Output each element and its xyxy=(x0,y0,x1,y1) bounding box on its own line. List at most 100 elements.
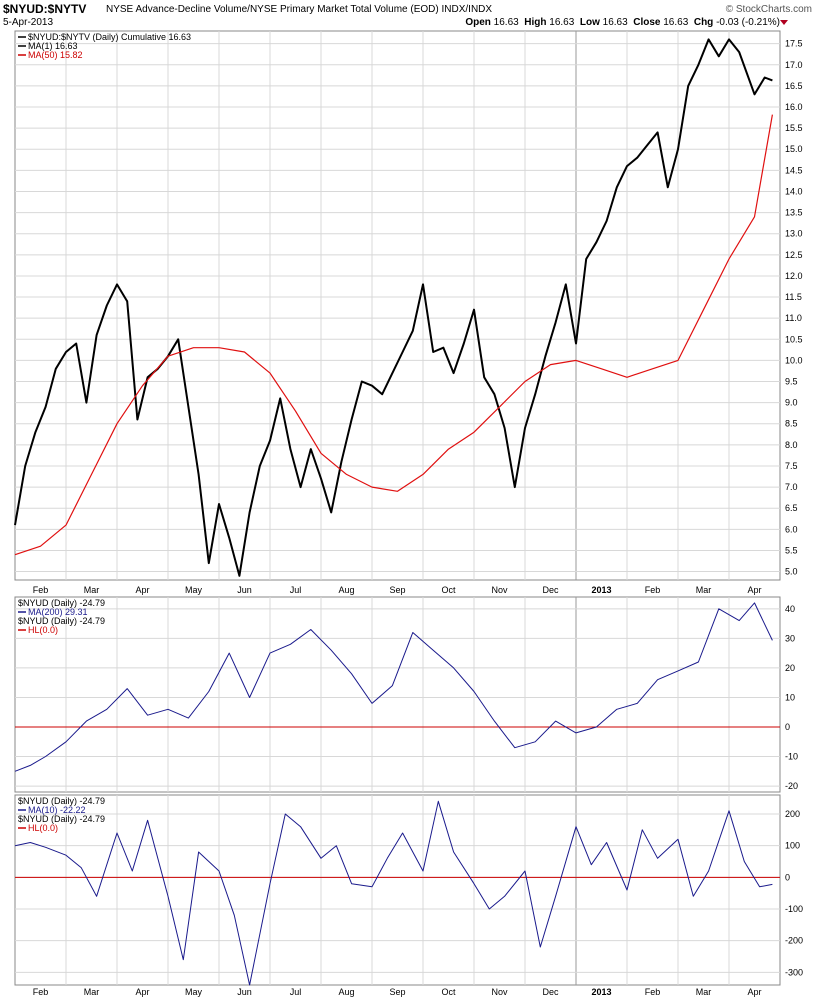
y-tick-label: 9.0 xyxy=(785,398,798,408)
panel-MA10: -300 -200 -100 0 100 200 $NYUD (Daily) -24.79M… xyxy=(14,794,803,986)
high-value: 16.63 xyxy=(549,17,575,28)
y-tick-label: 13.0 xyxy=(785,229,803,239)
stockcharts-brand[interactable]: © StockCharts.com xyxy=(726,4,812,15)
low-value: 16.63 xyxy=(602,17,628,28)
y-tick-label: 7.5 xyxy=(785,461,798,471)
y-tick-label: 17.0 xyxy=(785,60,803,70)
legend-entry: HL(0.0) xyxy=(28,823,58,833)
x-tick-label: Jul xyxy=(290,987,302,997)
chg-down-icon xyxy=(780,20,788,25)
y-tick-label: 11.5 xyxy=(785,292,802,302)
x-tick-label: Oct xyxy=(441,585,456,595)
x-tick-label: 2013 xyxy=(591,987,611,997)
y-tick-label: 40 xyxy=(785,604,795,614)
y-tick-label: 8.5 xyxy=(785,419,798,429)
y-tick-label: 15.5 xyxy=(785,123,803,133)
x-tick-label: Aug xyxy=(338,987,354,997)
y-tick-label: 200 xyxy=(785,809,800,819)
close-label: Close xyxy=(633,17,661,28)
y-tick-label: -20 xyxy=(785,781,798,791)
y-tick-label: -300 xyxy=(785,967,803,977)
x-tick-label: Feb xyxy=(33,585,49,595)
legend-entry: $NYUD:$NYTV (Daily) Cumulative 16.63 xyxy=(28,32,191,42)
x-tick-label: May xyxy=(185,987,203,997)
y-tick-label: -10 xyxy=(785,752,798,762)
x-tick-label: Mar xyxy=(696,987,712,997)
x-tick-label: Apr xyxy=(747,585,761,595)
y-tick-label: 6.5 xyxy=(785,503,798,513)
x-tick-label: May xyxy=(185,585,203,595)
y-tick-label: 5.0 xyxy=(785,567,798,577)
x-tick-label: Nov xyxy=(491,585,508,595)
y-tick-label: 8.0 xyxy=(785,440,798,450)
legend-entry: $NYUD (Daily) -24.79 xyxy=(18,814,105,824)
x-tick-label: Jun xyxy=(237,585,252,595)
plot-area xyxy=(14,794,781,986)
x-tick-label: Apr xyxy=(135,987,149,997)
y-tick-label: 6.0 xyxy=(785,524,798,534)
brand-text: © StockCharts.com xyxy=(725,4,812,15)
close-value: 16.63 xyxy=(663,17,689,28)
symbol-description: NYSE Advance-Decline Volume/NYSE Primary… xyxy=(106,4,493,15)
legend-entry: MA(1) 16.63 xyxy=(28,41,78,51)
x-axis-labels-main: Feb Mar Apr May Jun Jul Aug Sep Oct Nov Dec 2013 Feb… xyxy=(33,585,762,595)
y-tick-label: -100 xyxy=(785,904,803,914)
y-tick-label: 0 xyxy=(785,722,790,732)
x-tick-label: Jul xyxy=(290,585,302,595)
ohlc-readout: Open 16.63 High 16.63 Low 16.63 Close 16… xyxy=(465,17,780,28)
chart-header: $NYUD:$NYTV NYSE Advance-Decline Volume/… xyxy=(0,0,820,18)
series-line-primary xyxy=(14,602,773,772)
x-tick-label: Dec xyxy=(542,585,559,595)
x-tick-label: Sep xyxy=(389,987,405,997)
x-tick-label: Jun xyxy=(237,987,252,997)
x-tick-label: Nov xyxy=(491,987,508,997)
y-tick-label: 10.0 xyxy=(785,355,803,365)
chart-date: 5-Apr-2013 xyxy=(3,17,54,28)
chart-subheader: 5-Apr-2013 Open 16.63 High 16.63 Low 16.… xyxy=(0,17,820,29)
panel-MA200: -20 -10 0 10 20 30 40 $NYUD (Daily) -24.79MA(20… xyxy=(14,596,798,793)
x-tick-label: Feb xyxy=(33,987,49,997)
y-tick-label: 7.0 xyxy=(785,482,798,492)
y-tick-label: 14.0 xyxy=(785,186,803,196)
symbol-title: $NYUD:$NYTV xyxy=(3,2,87,16)
high-label: High xyxy=(524,17,547,28)
legend-entry: $NYUD (Daily) -24.79 xyxy=(18,616,105,626)
x-tick-label: Oct xyxy=(441,987,456,997)
legend-entry: HL(0.0) xyxy=(28,625,58,635)
legend-entry: MA(50) 15.82 xyxy=(28,50,83,60)
legend-entry: MA(200) 29.31 xyxy=(28,607,88,617)
open-value: 16.63 xyxy=(493,17,519,28)
y-tick-label: 9.5 xyxy=(785,377,798,387)
y-tick-label: 11.0 xyxy=(785,313,802,323)
y-tick-label: -200 xyxy=(785,936,803,946)
x-tick-label: Apr xyxy=(135,585,149,595)
x-tick-label: Apr xyxy=(747,987,761,997)
y-tick-label: 13.5 xyxy=(785,208,803,218)
x-tick-label: Dec xyxy=(542,987,559,997)
legend-entry: $NYUD (Daily) -24.79 xyxy=(18,796,105,806)
legend-entry: $NYUD (Daily) -24.79 xyxy=(18,598,105,608)
y-tick-label: 100 xyxy=(785,841,800,851)
y-tick-label: 15.0 xyxy=(785,144,803,154)
y-tick-label: 5.5 xyxy=(785,545,798,555)
y-tick-label: 20 xyxy=(785,663,795,673)
plot-area xyxy=(14,30,781,581)
chg-label: Chg xyxy=(693,17,714,28)
series-line-primary xyxy=(14,800,773,986)
x-tick-label: Feb xyxy=(645,987,661,997)
y-tick-label: 10.5 xyxy=(785,334,803,344)
x-tick-label: Sep xyxy=(389,585,405,595)
series-line-primary xyxy=(14,38,773,577)
y-tick-label: 12.0 xyxy=(785,271,803,281)
panel-cumulative: 5.0 5.5 6.0 6.5 7.0 7.5 8.0 8.5 9.0 9.5 10.0 10.5 11… xyxy=(14,30,803,581)
x-tick-label: Feb xyxy=(645,585,661,595)
x-tick-label: Mar xyxy=(696,585,712,595)
y-tick-label: 30 xyxy=(785,633,795,643)
x-tick-label: 2013 xyxy=(591,585,611,595)
y-tick-label: 14.5 xyxy=(785,165,803,175)
y-tick-label: 16.0 xyxy=(785,102,803,112)
y-tick-label: 10 xyxy=(785,692,795,702)
x-tick-label: Mar xyxy=(84,585,100,595)
x-tick-label: Mar xyxy=(84,987,100,997)
